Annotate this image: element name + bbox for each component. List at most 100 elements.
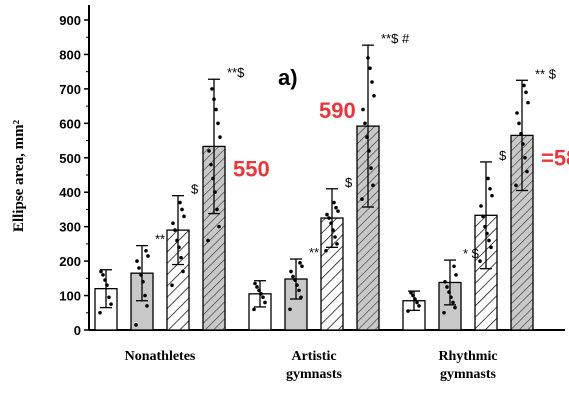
data-point — [180, 207, 184, 212]
significance-annotation: ** — [155, 232, 165, 247]
data-point — [526, 100, 530, 105]
data-point — [293, 278, 297, 282]
data-point — [170, 283, 174, 288]
data-point — [487, 238, 491, 243]
data-point — [218, 135, 222, 139]
significance-annotation: ** — [309, 245, 319, 260]
data-point — [179, 255, 183, 260]
data-point — [367, 149, 371, 153]
data-point — [366, 56, 370, 60]
data-point — [519, 131, 523, 136]
y-tick-label: 0 — [74, 323, 81, 338]
data-point — [409, 291, 413, 295]
data-point — [175, 238, 179, 243]
data-point — [134, 323, 138, 327]
data-point — [182, 214, 186, 219]
panel-label: a) — [278, 65, 298, 90]
data-point — [521, 142, 525, 146]
data-point — [443, 279, 447, 284]
data-point — [145, 304, 149, 308]
data-point — [173, 228, 177, 232]
data-point — [490, 193, 494, 198]
data-point — [135, 259, 139, 263]
y-axis-label: Ellipse area, mm² — [11, 119, 27, 232]
data-point — [210, 87, 214, 91]
data-point — [99, 269, 103, 274]
y-tick-label: 300 — [59, 220, 81, 235]
data-point — [212, 97, 216, 102]
data-point — [103, 278, 107, 282]
data-point — [454, 273, 458, 277]
data-point — [329, 221, 333, 226]
data-point — [453, 305, 457, 310]
data-point — [253, 281, 257, 286]
y-tick-label: 500 — [59, 151, 81, 166]
data-point — [333, 235, 337, 239]
data-point — [146, 254, 150, 258]
data-point — [369, 166, 373, 170]
data-point — [211, 176, 215, 181]
data-point — [478, 259, 482, 263]
data-point — [207, 149, 211, 153]
data-point — [209, 162, 213, 167]
data-point — [331, 228, 335, 232]
data-point — [486, 176, 490, 181]
data-point — [483, 224, 487, 229]
data-point — [295, 283, 299, 288]
data-point — [181, 269, 185, 274]
data-point — [485, 231, 489, 236]
significance-annotation: $ — [499, 148, 507, 163]
highlight-value: =580 — [541, 145, 569, 170]
data-point — [445, 285, 449, 289]
data-point — [360, 197, 364, 201]
data-point — [334, 205, 338, 210]
category-label: gymnasts — [440, 367, 497, 382]
data-point — [144, 248, 148, 253]
data-point — [411, 293, 415, 298]
data-point — [449, 295, 453, 300]
data-point — [522, 83, 526, 88]
significance-annotation: **$ — [227, 65, 245, 80]
data-point — [365, 135, 369, 139]
data-point — [216, 121, 220, 126]
category-label: Nonathletes — [125, 349, 196, 364]
data-point — [297, 288, 301, 293]
category-label: gymnasts — [286, 367, 343, 382]
data-point — [332, 200, 336, 205]
data-point — [324, 248, 328, 253]
data-point — [372, 93, 376, 98]
data-point — [288, 307, 292, 312]
data-point — [215, 207, 219, 212]
data-point — [361, 107, 365, 112]
data-point — [214, 107, 218, 112]
data-point — [415, 300, 419, 305]
data-point — [98, 310, 102, 315]
significance-annotation: **$ # — [381, 31, 410, 46]
data-point — [368, 66, 372, 71]
data-point — [523, 155, 527, 160]
data-point — [300, 264, 304, 269]
data-point — [263, 300, 267, 305]
y-tick-label: 800 — [59, 47, 81, 62]
data-point — [489, 245, 493, 250]
data-point — [171, 221, 175, 226]
data-point — [325, 212, 329, 217]
y-tick-label: 600 — [59, 116, 81, 131]
data-point — [451, 300, 455, 305]
data-point — [289, 269, 293, 274]
data-point — [370, 80, 374, 84]
y-tick-label: 700 — [59, 82, 81, 97]
data-point — [336, 209, 340, 213]
data-point — [413, 297, 417, 301]
significance-annotation: $ — [345, 175, 353, 190]
data-point — [406, 309, 410, 313]
data-point — [481, 214, 485, 219]
data-point — [335, 242, 339, 246]
data-point — [371, 183, 375, 188]
data-point — [107, 295, 111, 300]
data-point — [298, 261, 302, 265]
data-point — [515, 111, 519, 115]
y-tick-label: 100 — [59, 289, 81, 304]
data-point — [141, 279, 145, 284]
